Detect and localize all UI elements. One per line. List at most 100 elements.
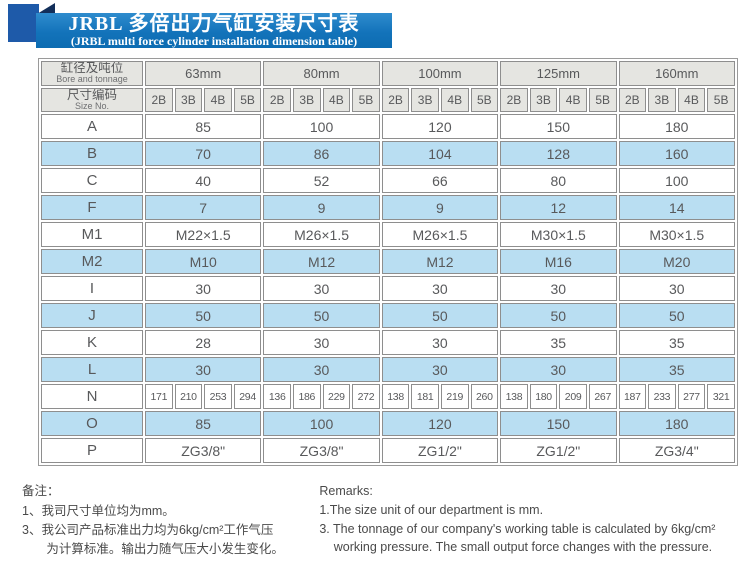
- header-cell-125mm-3B: 3B: [529, 87, 558, 113]
- cell-L-80mm: 30: [263, 357, 380, 383]
- cell-C-100mm: 66: [381, 168, 499, 194]
- cell-O-80mm: 100: [263, 411, 380, 437]
- cell-P-80mm: ZG3/8": [263, 438, 380, 464]
- row-label-M2: M2: [41, 249, 143, 275]
- cell-P-125mm: ZG1/2": [500, 438, 617, 464]
- cell-I-125mm: 30: [500, 276, 617, 302]
- cell-N-80mm-4B: 229: [322, 384, 351, 410]
- corner-size-no: 尺寸编码 Size No.: [41, 87, 143, 113]
- cell-L-63mm: 30: [145, 357, 262, 383]
- header-cell-group-63mm: 63mm: [145, 61, 262, 86]
- cell-M2-125mm: M16: [500, 249, 617, 275]
- cell-F-100mm: 9: [381, 195, 499, 221]
- cell-F-63mm: 7: [145, 195, 262, 221]
- table-row-J: J 50 50 50 50 50: [41, 303, 735, 329]
- cell-C-160mm: 100: [618, 168, 735, 194]
- header-cell-group-125mm: 125mm: [500, 61, 617, 86]
- table-row-N: N 171 210 253 294 136 186 229 272 138 181 219 260 138…: [41, 384, 735, 410]
- cell-N-80mm-2B: 136: [263, 384, 291, 410]
- table-row-F: F 7 9 9 12 14: [41, 195, 735, 221]
- cell-J-100mm: 50: [381, 303, 499, 329]
- cell-B-100mm: 104: [381, 141, 499, 167]
- table-row-K: K 28 30 30 35 35: [41, 330, 735, 356]
- cell-J-63mm: 50: [145, 303, 262, 329]
- cell-J-80mm: 50: [263, 303, 380, 329]
- header-cell-160mm-3B: 3B: [648, 87, 676, 113]
- header-cell-80mm-4B: 4B: [322, 87, 351, 113]
- cell-N-100mm-2B: 138: [381, 384, 410, 410]
- cell-P-160mm: ZG3/4": [618, 438, 735, 464]
- cell-N-125mm-3B: 180: [529, 384, 558, 410]
- cell-K-63mm: 28: [145, 330, 262, 356]
- header-cell-100mm-5B: 5B: [470, 87, 499, 113]
- row-label-L: L: [41, 357, 143, 383]
- cell-M1-63mm: M22×1.5: [145, 222, 262, 248]
- footer-notes: 备注： 1、我司尺寸单位均为mm。 3、我公司产品标准出力均为6kg/cm²工作…: [22, 482, 750, 560]
- table-body: A 85 100 120 150 180 B 70 86 104 128 160 C 40 52 66 80 10…: [41, 114, 735, 464]
- header-cell-160mm-5B: 5B: [707, 87, 735, 113]
- cell-K-100mm: 30: [381, 330, 499, 356]
- page-title-english: (JRBL multi force cylinder installation …: [70, 34, 358, 48]
- corner-bore-tonnage-zh: 缸径及吨位: [60, 61, 124, 75]
- cell-N-63mm-3B: 210: [174, 384, 203, 410]
- cell-B-63mm: 70: [145, 141, 262, 167]
- header-cell-100mm-4B: 4B: [440, 87, 469, 113]
- corner-bore-tonnage: 缸径及吨位 Bore and tonnage: [41, 61, 143, 86]
- cell-N-80mm-3B: 186: [292, 384, 321, 410]
- header-cell-100mm-2B: 2B: [381, 87, 410, 113]
- title-banner-zone: JRBL 多倍出力气缸安装尺寸表 (JRBL multi force cylin…: [0, 0, 750, 58]
- header-cell-group-100mm: 100mm: [381, 61, 499, 86]
- row-label-B: B: [41, 141, 143, 167]
- cell-F-160mm: 14: [618, 195, 735, 221]
- table-row-A: A 85 100 120 150 180: [41, 114, 735, 140]
- table-row-I: I 30 30 30 30 30: [41, 276, 735, 302]
- header-cell-group-160mm: 160mm: [618, 61, 735, 86]
- cell-F-125mm: 12: [500, 195, 617, 221]
- row-label-K: K: [41, 330, 143, 356]
- header-cell-160mm-4B: 4B: [677, 87, 706, 113]
- row-label-J: J: [41, 303, 143, 329]
- header-cell-63mm-4B: 4B: [204, 87, 232, 113]
- header-cell-63mm-3B: 3B: [174, 87, 203, 113]
- cell-N-125mm-5B: 267: [588, 384, 617, 410]
- cell-I-63mm: 30: [145, 276, 262, 302]
- cell-O-125mm: 150: [500, 411, 617, 437]
- title-banner: JRBL 多倍出力气缸安装尺寸表 (JRBL multi force cylin…: [36, 13, 392, 48]
- cell-P-63mm: ZG3/8": [145, 438, 262, 464]
- cell-N-125mm-4B: 209: [559, 384, 587, 410]
- cell-C-80mm: 52: [263, 168, 380, 194]
- notes-chinese-line2: 3、我公司产品标准出力均为6kg/cm²工作气压: [22, 522, 274, 537]
- corner-size-no-en: Size No.: [74, 100, 109, 111]
- cell-N-63mm-5B: 294: [233, 384, 262, 410]
- cell-B-80mm: 86: [263, 141, 380, 167]
- corner-size-no-zh: 尺寸编码: [66, 87, 117, 102]
- cell-N-160mm-4B: 277: [677, 384, 706, 410]
- row-label-O: O: [41, 411, 143, 437]
- cell-K-80mm: 30: [263, 330, 380, 356]
- cell-L-160mm: 35: [618, 357, 735, 383]
- cell-N-63mm-4B: 253: [204, 384, 232, 410]
- cell-N-125mm-2B: 138: [500, 384, 528, 410]
- ribbon-fold-icon: [37, 3, 55, 14]
- notes-chinese-line2-cont: 为计算标准。输出力随气压大小发生变化。: [46, 542, 284, 557]
- cell-A-80mm: 100: [263, 114, 380, 140]
- cell-N-100mm-3B: 181: [411, 384, 439, 410]
- table-head: 缸径及吨位 Bore and tonnage 63mm 80mm 100mm 125mm 1…: [41, 61, 735, 113]
- cell-J-125mm: 50: [500, 303, 617, 329]
- cell-N-160mm-5B: 321: [707, 384, 735, 410]
- row-label-F: F: [41, 195, 143, 221]
- cell-B-160mm: 160: [618, 141, 735, 167]
- header-cell-100mm-3B: 3B: [411, 87, 439, 113]
- row-label-I: I: [41, 276, 143, 302]
- row-label-P: P: [41, 438, 143, 464]
- cell-N-63mm-2B: 171: [145, 384, 173, 410]
- notes-chinese: 备注： 1、我司尺寸单位均为mm。 3、我公司产品标准出力均为6kg/cm²工作…: [22, 482, 295, 560]
- cell-I-160mm: 30: [618, 276, 735, 302]
- cell-M1-125mm: M30×1.5: [500, 222, 617, 248]
- page-title-chinese: JRBL 多倍出力气缸安装尺寸表: [68, 13, 360, 35]
- notes-chinese-line1: 1、我司尺寸单位均为mm。: [22, 503, 175, 518]
- cell-A-100mm: 120: [381, 114, 499, 140]
- table-row-M1: M1 M22×1.5 M26×1.5 M26×1.5 M30×1.5 M30×1.5: [41, 222, 735, 248]
- cell-M2-100mm: M12: [381, 249, 499, 275]
- cell-I-80mm: 30: [263, 276, 380, 302]
